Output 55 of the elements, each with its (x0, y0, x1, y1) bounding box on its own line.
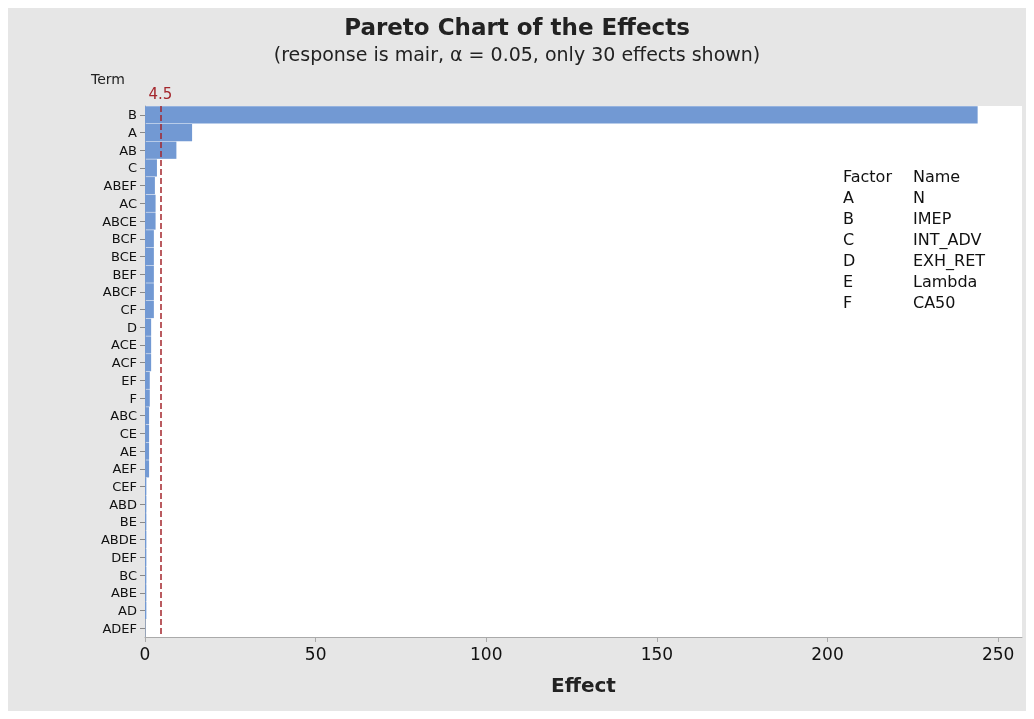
y-tick-label: BC (119, 567, 137, 583)
y-tick-label: ABDE (100, 532, 137, 548)
y-tick-label: ACF (111, 355, 137, 371)
y-tick-label: BCE (111, 248, 137, 264)
y-tick-label: AD (118, 602, 137, 618)
annotation: Lambda (913, 271, 978, 291)
annotation: CA50 (913, 292, 956, 312)
y-tick-label: ABCF (102, 284, 137, 300)
y-axis-title: Term (90, 71, 125, 87)
y-tick-label: BEF (112, 266, 137, 282)
y-tick-label: AE (119, 443, 137, 459)
y-tick-label: AEF (112, 461, 137, 477)
annotation: D (843, 250, 856, 270)
y-tick-label: ADEF (102, 620, 137, 636)
x-tick-label: 150 (640, 643, 674, 664)
y-tick-label: AC (119, 195, 137, 211)
annotation: INT_ADV (913, 229, 982, 250)
annotation: F (843, 292, 853, 312)
y-tick-label: A (128, 125, 138, 141)
y-tick-label: CF (120, 302, 137, 318)
x-tick-label: 250 (981, 643, 1015, 664)
annotation: N (913, 187, 925, 207)
y-tick-label: ABC (110, 408, 137, 424)
x-tick-label: 200 (811, 643, 844, 664)
annotation: Name (913, 166, 961, 186)
y-tick-label: ABEF (103, 178, 137, 194)
annotation: B (843, 208, 854, 228)
y-tick-label: ABCE (102, 213, 137, 229)
annotation: IMEP (913, 208, 952, 228)
chart-subtitle: (response is mair, α = 0.05, only 30 effects shown) (273, 42, 761, 65)
y-tick-label: BE (119, 514, 137, 530)
y-tick-label: C (127, 160, 137, 176)
y-tick-label: BCF (111, 231, 137, 247)
y-tick-label: D (126, 319, 137, 335)
chart-title: Pareto Chart of the Effects (344, 13, 690, 40)
annotation: C (843, 229, 855, 249)
y-tick-label: DEF (111, 549, 137, 565)
x-axis-title: Effect (551, 673, 617, 697)
y-tick-label: F (129, 390, 137, 406)
x-tick-label: 50 (304, 643, 327, 664)
y-tick-label: CE (119, 425, 137, 441)
annotation: A (843, 187, 854, 207)
x-tick-label: 100 (470, 643, 503, 664)
y-tick-label: AB (119, 142, 137, 158)
y-tick-label: B (128, 107, 137, 123)
y-tick-label: ACE (111, 337, 137, 353)
annotation: EXH_RET (913, 250, 986, 271)
annotation: E (843, 271, 854, 291)
annotation: Factor (843, 166, 893, 186)
y-tick-label: ABD (109, 496, 137, 512)
y-tick-label: CEF (112, 479, 137, 495)
x-tick-label: 0 (139, 643, 151, 664)
y-tick-label: EF (121, 372, 137, 388)
ref-line-label: 4.5 (148, 84, 173, 103)
y-tick-label: ABE (110, 585, 137, 601)
